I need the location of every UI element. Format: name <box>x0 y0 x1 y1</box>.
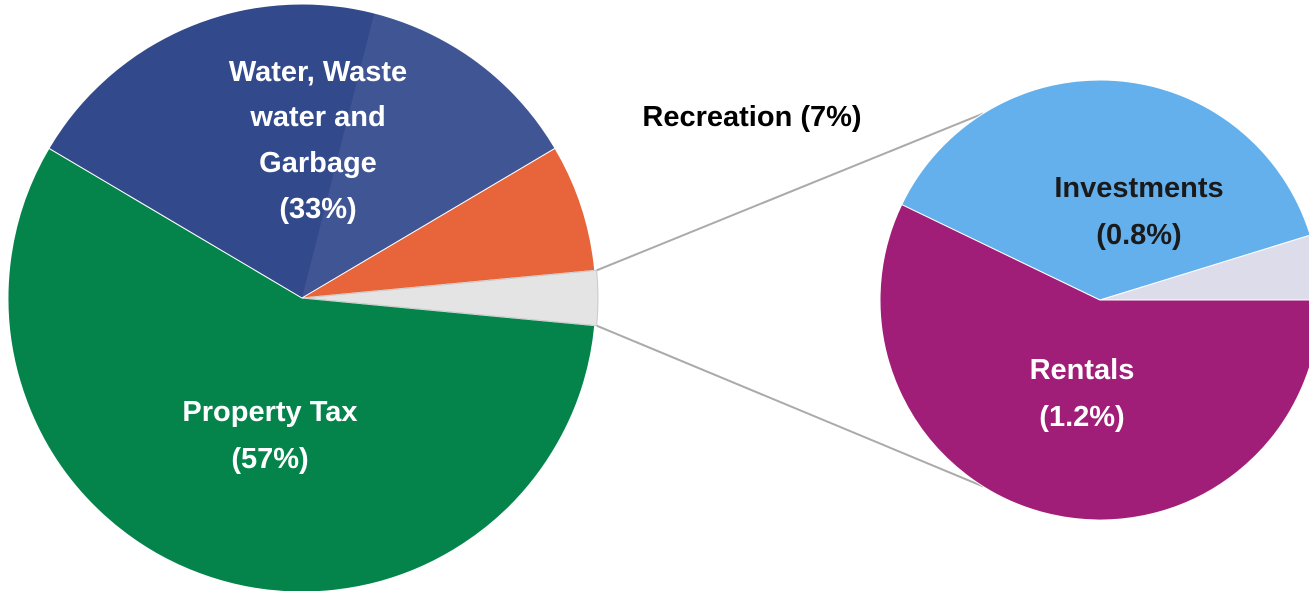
label-property-tax-name: Property Tax <box>182 396 357 428</box>
slice-other <box>303 269 599 327</box>
pie-connector-lines <box>596 112 984 488</box>
slice-recreation <box>301 147 596 299</box>
label-water-waste-garbage: Water, Waste water and Garbage (33%) <box>229 56 407 225</box>
slice-water-waste-garbage <box>48 3 556 299</box>
label-rentals-name: Rentals <box>1030 354 1135 386</box>
label-water-line-1: Water, Waste <box>229 56 407 88</box>
label-rentals: Rentals (1.2%) <box>1030 354 1135 433</box>
label-water-line-3: Garbage <box>259 147 377 179</box>
connector-line-top <box>596 112 984 272</box>
label-property-tax: Property Tax (57%) <box>182 396 357 475</box>
label-recreation: Recreation (7%) <box>642 101 861 133</box>
slice-water-highlight <box>302 13 556 299</box>
slice-investments <box>901 79 1309 301</box>
label-investments-name: Investments <box>1054 172 1223 204</box>
breakdown-pie <box>879 79 1309 521</box>
label-investments-value: (0.8%) <box>1096 219 1181 251</box>
connector-line-bottom <box>596 324 984 488</box>
label-water-value: (33%) <box>279 193 356 225</box>
slice-rentals <box>879 203 1309 521</box>
label-rentals-value: (1.2%) <box>1039 401 1124 433</box>
label-water-line-2: water and <box>249 101 385 133</box>
label-investments: Investments (0.8%) <box>1054 172 1223 251</box>
slice-property-tax <box>7 147 596 591</box>
slice-breakdown-other <box>1099 235 1309 301</box>
label-property-tax-value: (57%) <box>231 443 308 475</box>
main-pie <box>7 3 599 591</box>
